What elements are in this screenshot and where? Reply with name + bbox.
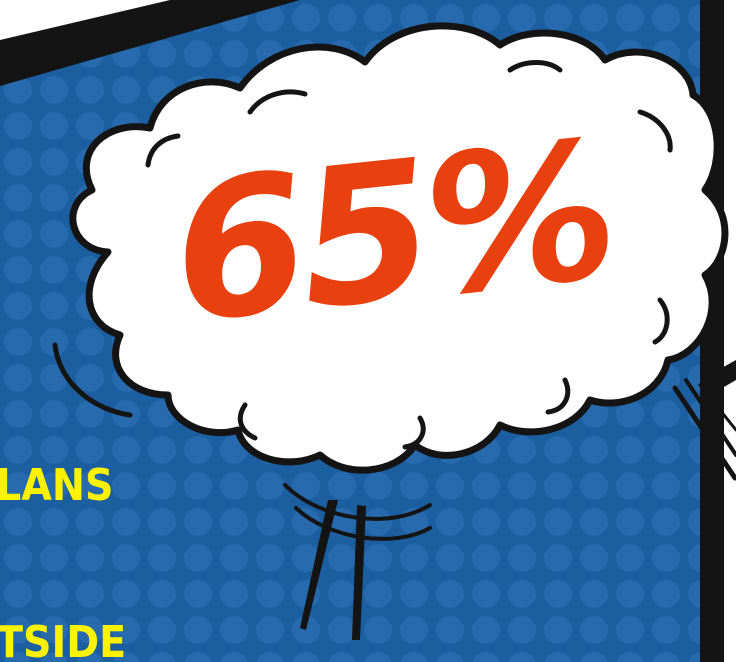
text-fragment-tside: TSIDE bbox=[0, 617, 126, 662]
motion-lines-icon bbox=[672, 378, 736, 481]
text-fragment-lans: LANS bbox=[0, 460, 114, 511]
speech-cloud-icon bbox=[69, 22, 729, 474]
motion-curve-left bbox=[52, 342, 133, 418]
headline-percent: 65% bbox=[164, 100, 621, 365]
panel-frame-top bbox=[0, 0, 300, 86]
motion-spikes-bottom bbox=[300, 500, 366, 640]
